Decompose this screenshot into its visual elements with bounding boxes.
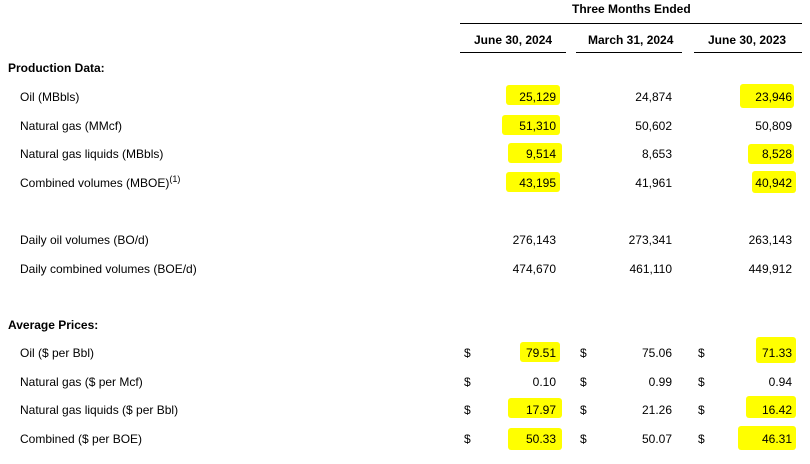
currency-symbol: $: [580, 403, 587, 417]
currency-symbol: $: [464, 432, 471, 446]
value-oil-jun-2024: 25,129: [519, 90, 556, 104]
value-ngl-mar-2024: 8,653: [641, 147, 672, 161]
price-oil-mar-2024: 75.06: [641, 346, 672, 360]
price-oil-jun-2024: 79.51: [525, 346, 556, 360]
highlight-oil-2024: [506, 85, 560, 105]
highlight-combined-price-2023: [738, 426, 796, 450]
currency-symbol: $: [580, 346, 587, 360]
price-gas-jun-2024: 0.10: [532, 375, 556, 389]
row-label-daily-combined: Daily combined volumes (BOE/d): [20, 262, 197, 276]
price-gas-jun-2023: 0.94: [768, 375, 792, 389]
price-gas-mar-2024: 0.99: [648, 375, 672, 389]
value-daily-oil-jun-2024: 276,143: [512, 233, 556, 247]
value-daily-oil-mar-2024: 273,341: [628, 233, 672, 247]
value-daily-combined-jun-2024: 474,670: [512, 262, 556, 276]
value-daily-combined-jun-2023: 449,912: [748, 262, 792, 276]
currency-symbol: $: [464, 346, 471, 360]
highlight-ngl-2024: [508, 143, 562, 163]
price-ngl-jun-2023: 16.42: [761, 403, 792, 417]
price-ngl-jun-2024: 17.97: [525, 403, 556, 417]
price-combined-jun-2023: 46.31: [761, 432, 792, 446]
price-label-combined: Combined ($ per BOE): [20, 432, 143, 446]
highlight-ngl-price-2023: [746, 396, 796, 418]
value-gas-jun-2024: 51,310: [519, 119, 556, 133]
section-title-production: Production Data:: [8, 61, 105, 75]
row-label-oil: Oil (MBbls): [20, 90, 80, 104]
column-header-jun-2023: June 30, 2023: [708, 33, 787, 47]
currency-symbol: $: [580, 375, 587, 389]
value-gas-mar-2024: 50,602: [635, 119, 672, 133]
price-ngl-mar-2024: 21.26: [641, 403, 672, 417]
row-label-ngl: Natural gas liquids (MBbls): [20, 147, 164, 161]
price-label-ngl: Natural gas liquids ($ per Bbl): [20, 403, 179, 417]
price-label-oil: Oil ($ per Bbl): [20, 346, 95, 360]
highlight-oil-price-2023: [756, 337, 796, 363]
price-combined-mar-2024: 50.07: [641, 432, 672, 446]
highlight-combined-2024: [506, 172, 560, 192]
section-title-prices: Average Prices:: [8, 318, 99, 332]
row-label-daily-oil: Daily oil volumes (BO/d): [20, 233, 149, 247]
highlight-ngl-2023: [748, 144, 794, 164]
column-header-jun-2024: June 30, 2024: [474, 33, 553, 47]
value-daily-combined-mar-2024: 461,110: [629, 262, 673, 276]
currency-symbol: $: [464, 375, 471, 389]
price-label-natural-gas: Natural gas ($ per Mcf): [20, 375, 143, 389]
combined-volumes-label-text: Combined volumes (MBOE): [20, 176, 170, 190]
footnote-marker: (1): [169, 174, 181, 184]
row-label-combined-volumes: Combined volumes (MBOE)(1): [20, 174, 181, 191]
column-header-mar-2024: March 31, 2024: [588, 33, 674, 47]
value-daily-oil-jun-2023: 263,143: [748, 233, 792, 247]
value-combined-mar-2024: 41,961: [635, 176, 672, 190]
highlight-combined-price-2024: [508, 428, 562, 450]
value-combined-jun-2024: 43,195: [519, 176, 556, 190]
row-label-natural-gas: Natural gas (MMcf): [20, 119, 123, 133]
currency-symbol: $: [698, 375, 705, 389]
value-gas-jun-2023: 50,809: [755, 119, 792, 133]
highlight-gas-2024: [502, 115, 560, 135]
highlight-combined-2023: [752, 171, 796, 193]
value-oil-mar-2024: 24,874: [635, 90, 672, 104]
price-oil-jun-2023: 71.33: [761, 346, 792, 360]
highlight-oil-2023: [740, 84, 794, 108]
currency-symbol: $: [698, 432, 705, 446]
currency-symbol: $: [580, 432, 587, 446]
price-combined-jun-2024: 50.33: [525, 432, 556, 446]
highlight-ngl-price-2024: [508, 398, 562, 418]
currency-symbol: $: [464, 403, 471, 417]
value-oil-jun-2023: 23,946: [755, 90, 792, 104]
highlight-oil-price-2024: [520, 342, 560, 362]
value-ngl-jun-2024: 9,514: [525, 147, 556, 161]
header-group-rule: [460, 23, 802, 24]
value-combined-jun-2023: 40,942: [755, 176, 792, 190]
header-group-title: Three Months Ended: [572, 2, 691, 16]
value-ngl-jun-2023: 8,528: [761, 147, 792, 161]
currency-symbol: $: [698, 403, 705, 417]
column-rule-mar-2024: [576, 52, 682, 53]
column-rule-jun-2023: [694, 52, 802, 53]
column-rule-jun-2024: [460, 52, 566, 53]
currency-symbol: $: [698, 346, 705, 360]
